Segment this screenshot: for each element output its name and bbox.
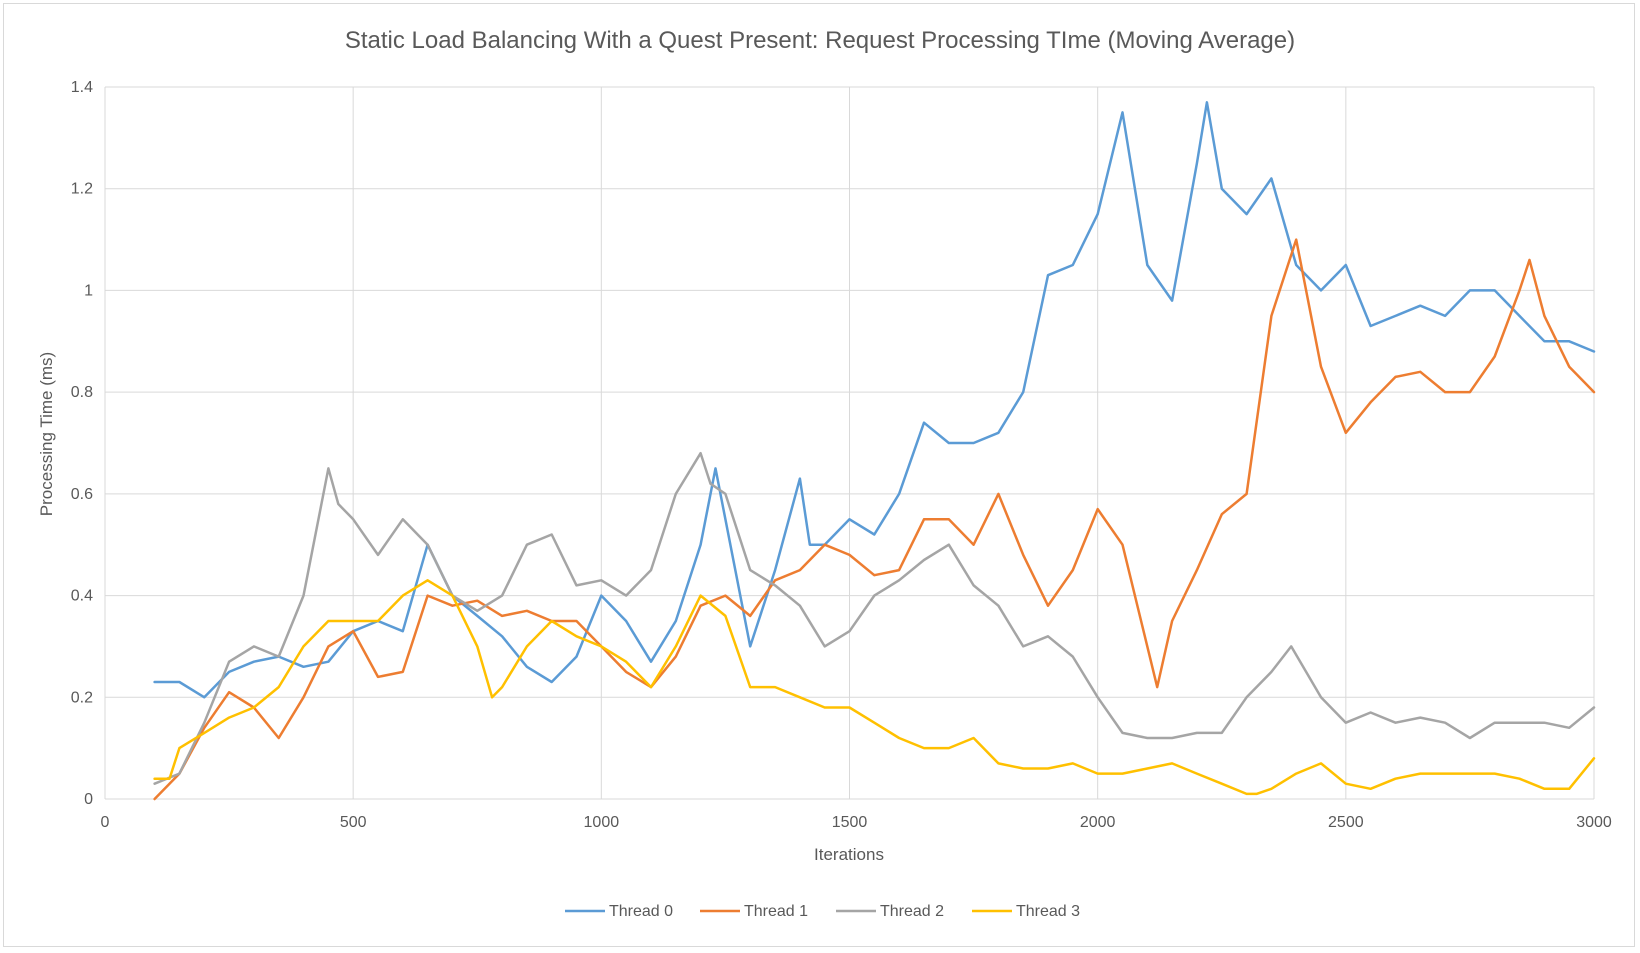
x-tick-label: 3000 [1576, 814, 1612, 831]
y-tick-label: 1.4 [71, 79, 93, 96]
legend-label-thread-3: Thread 3 [1016, 903, 1080, 920]
y-tick-label: 0.2 [71, 689, 93, 706]
series-line-thread-0 [153, 101, 1596, 699]
legend-label-thread-0: Thread 0 [609, 903, 673, 920]
y-tick-label: 0.6 [71, 486, 93, 503]
x-tick-label: 0 [101, 814, 110, 831]
y-tick-label: 0.4 [71, 588, 93, 605]
chart-frame [3, 3, 1635, 947]
chart-title: Static Load Balancing With a Quest Prese… [345, 27, 1295, 54]
grid [104, 86, 1595, 800]
series-line-thread-3 [153, 579, 1596, 796]
y-tick-label: 1 [84, 282, 93, 299]
y-tick-label: 1.2 [71, 181, 93, 198]
legend: Thread 0 Thread 1 Thread 2 Thread 3 [565, 903, 1080, 920]
y-tick-label: 0.8 [71, 384, 93, 401]
x-axis-label: Iterations [814, 845, 884, 864]
x-tick-label: 1000 [584, 814, 620, 831]
series-lines [153, 101, 1596, 801]
x-tick-label: 2000 [1080, 814, 1116, 831]
x-axis-ticks: 0 500 1000 1500 2000 2500 3000 [101, 814, 1612, 831]
x-tick-label: 1500 [832, 814, 868, 831]
x-tick-label: 500 [340, 814, 367, 831]
series-line-thread-1 [153, 238, 1596, 801]
y-axis-label: Processing Time (ms) [37, 352, 56, 516]
series-line-thread-2 [153, 451, 1596, 785]
y-axis-ticks: 0 0.2 0.4 0.6 0.8 1 1.2 1.4 [71, 79, 93, 808]
legend-label-thread-2: Thread 2 [880, 903, 944, 920]
y-tick-label: 0 [84, 791, 93, 808]
x-tick-label: 2500 [1328, 814, 1364, 831]
legend-label-thread-1: Thread 1 [744, 903, 808, 920]
